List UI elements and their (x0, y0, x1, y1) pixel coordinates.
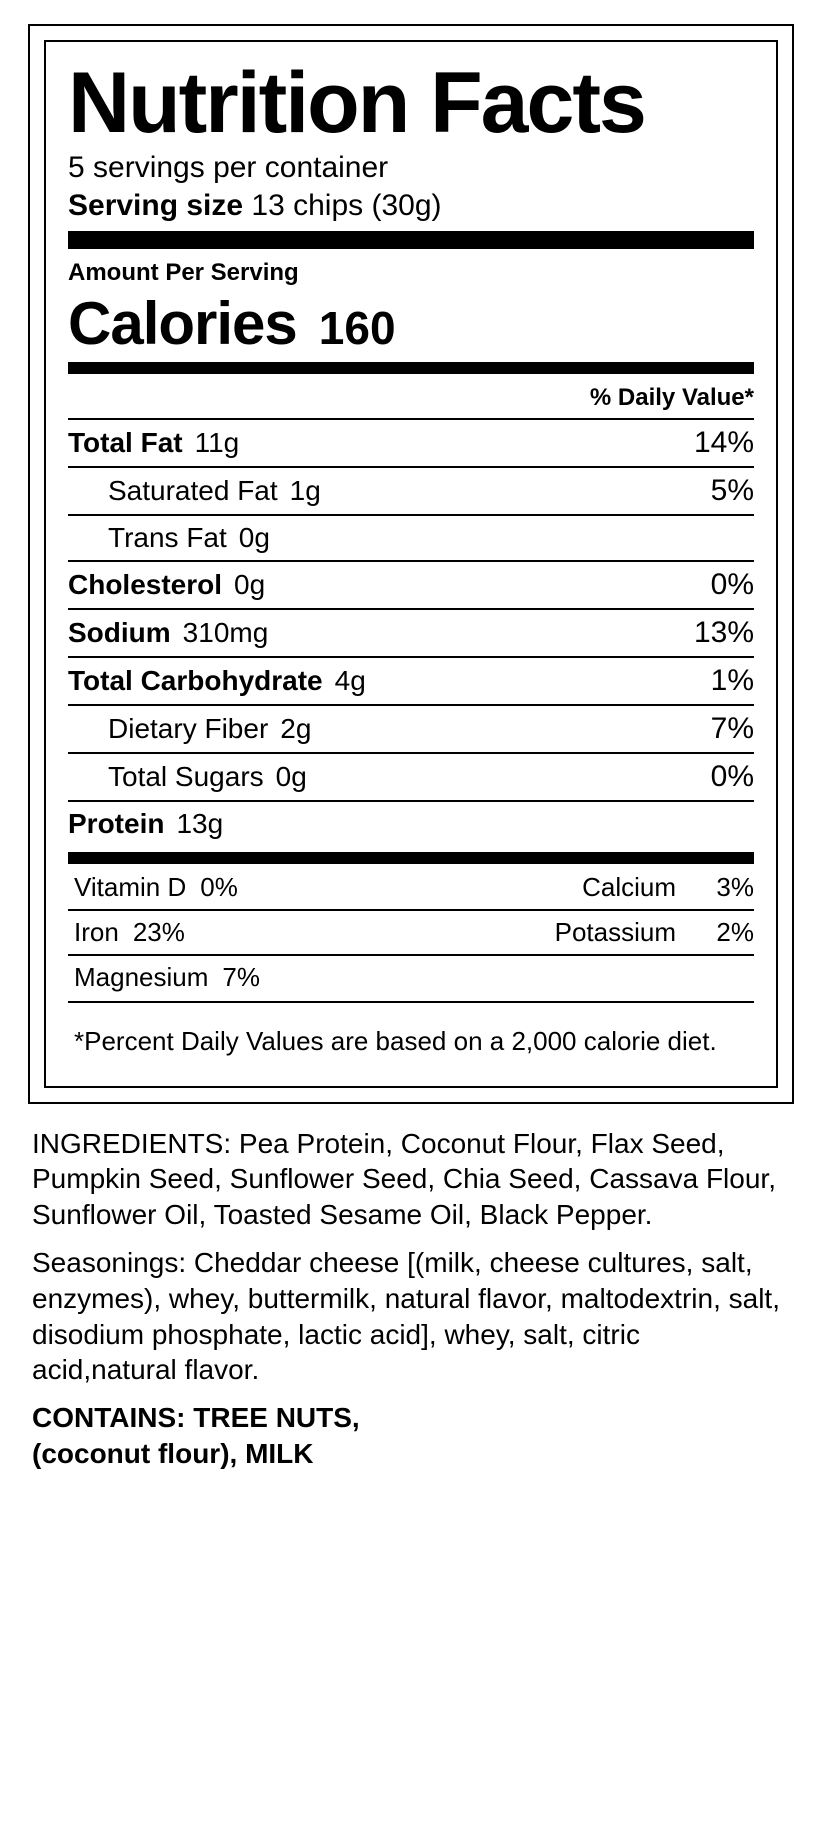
contains-line2: (coconut flour), MILK (32, 1438, 314, 1469)
calories-line: Calories 160 (68, 289, 754, 358)
vitamin-row: Magnesium 7% (68, 954, 754, 999)
vitamin-name: Vitamin D (74, 872, 186, 903)
allergen-contains: CONTAINS: TREE NUTS, (coconut flour), MI… (32, 1400, 790, 1472)
nutrient-amount: 0g (234, 569, 265, 601)
nutrient-label: Total Fat (68, 427, 183, 459)
amount-per-serving-label: Amount Per Serving (68, 259, 754, 287)
nutrient-amount: 4g (335, 665, 366, 697)
nutrient-row: Protein 13g (68, 800, 754, 846)
vitamin-value: 3% (694, 872, 754, 903)
divider-thick-1 (68, 231, 754, 249)
ingredients-label: INGREDIENTS: (32, 1128, 231, 1159)
serving-size: Serving size 13 chips (30g) (68, 186, 754, 225)
nutrient-label: Total Sugars (108, 761, 264, 793)
nutrient-row: Trans Fat 0g (68, 514, 754, 560)
footnote: *Percent Daily Values are based on a 2,0… (68, 1003, 754, 1058)
nutrient-row: Total Carbohydrate 4g 1% (68, 656, 754, 704)
divider-med-1 (68, 362, 754, 374)
vitamin-name: Calcium (438, 872, 694, 903)
nutrient-dv: 14% (694, 426, 754, 460)
nutrient-label: Cholesterol (68, 569, 222, 601)
calories-value: 160 (319, 301, 396, 355)
nutrient-label: Trans Fat (108, 522, 227, 554)
nutrient-label: Saturated Fat (108, 475, 278, 507)
nutrient-amount: 1g (290, 475, 321, 507)
nutrient-amount: 11g (195, 427, 240, 459)
vitamin-name: Magnesium (74, 962, 208, 993)
nutrient-dv: 0% (711, 760, 754, 794)
vitamin-left: Iron 23% (68, 917, 438, 948)
nutrient-label: Total Carbohydrate (68, 665, 323, 697)
nutrient-label: Dietary Fiber (108, 713, 268, 745)
nutrient-row: Total Fat 11g 14% (68, 418, 754, 466)
ingredients-main: INGREDIENTS: Pea Protein, Coconut Flour,… (32, 1126, 790, 1233)
serving-size-value: 13 chips (30g) (251, 189, 441, 222)
servings-per-container: 5 servings per container (68, 150, 754, 186)
nutrient-row: Sodium 310mg 13% (68, 608, 754, 656)
vitamin-name (438, 962, 694, 993)
nutrient-amount: 0g (239, 522, 270, 554)
nutrient-table: Total Fat 11g 14% Saturated Fat 1g 5% Trans Fa… (68, 418, 754, 846)
nutrient-row: Cholesterol 0g 0% (68, 560, 754, 608)
nutrient-row: Total Sugars 0g 0% (68, 752, 754, 800)
nutrient-dv: 0% (711, 568, 754, 602)
vitamin-left: Vitamin D 0% (68, 872, 438, 903)
nutrient-amount: 0g (276, 761, 307, 793)
nutrient-dv: 7% (711, 712, 754, 746)
ingredients-seasonings: Seasonings: Cheddar cheese [(milk, chees… (32, 1245, 790, 1388)
divider-med-2 (68, 852, 754, 864)
ingredients-block: INGREDIENTS: Pea Protein, Coconut Flour,… (28, 1104, 794, 1472)
vitamin-value: 23% (133, 917, 185, 948)
panel-outer-border: Nutrition Facts 5 servings per container… (28, 24, 794, 1104)
nutrient-label: Protein (68, 808, 164, 840)
vitamin-value: 7% (222, 962, 260, 993)
serving-size-label: Serving size (68, 189, 243, 222)
vitamin-left: Magnesium 7% (68, 962, 438, 993)
daily-value-header: % Daily Value* (68, 374, 754, 418)
vitamin-name: Iron (74, 917, 119, 948)
title: Nutrition Facts (68, 60, 754, 146)
vitamin-name: Potassium (438, 917, 694, 948)
vitamin-row: Vitamin D 0% Calcium3% (68, 866, 754, 909)
vitamin-value: 0% (200, 872, 238, 903)
nutrition-label-page: Nutrition Facts 5 servings per container… (0, 0, 822, 1512)
vitamin-value: 2% (694, 917, 754, 948)
nutrient-row: Dietary Fiber 2g 7% (68, 704, 754, 752)
seasonings-label: Seasonings: (32, 1247, 186, 1278)
nutrient-row: Saturated Fat 1g 5% (68, 466, 754, 514)
nutrient-amount: 310mg (183, 617, 269, 649)
vitamin-row: Iron 23% Potassium2% (68, 909, 754, 954)
calories-label: Calories (68, 289, 297, 358)
nutrient-amount: 13g (176, 808, 223, 840)
nutrient-dv: 1% (711, 664, 754, 698)
vitamin-table: Vitamin D 0% Calcium3% Iron 23% Potassium2% Ma… (68, 866, 754, 999)
nutrient-dv: 5% (711, 474, 754, 508)
contains-line1: CONTAINS: TREE NUTS, (32, 1402, 360, 1433)
nutrient-dv: 13% (694, 616, 754, 650)
nutrient-label: Sodium (68, 617, 171, 649)
vitamin-value (694, 962, 754, 993)
panel-inner-border: Nutrition Facts 5 servings per container… (44, 40, 778, 1088)
nutrient-amount: 2g (280, 713, 311, 745)
